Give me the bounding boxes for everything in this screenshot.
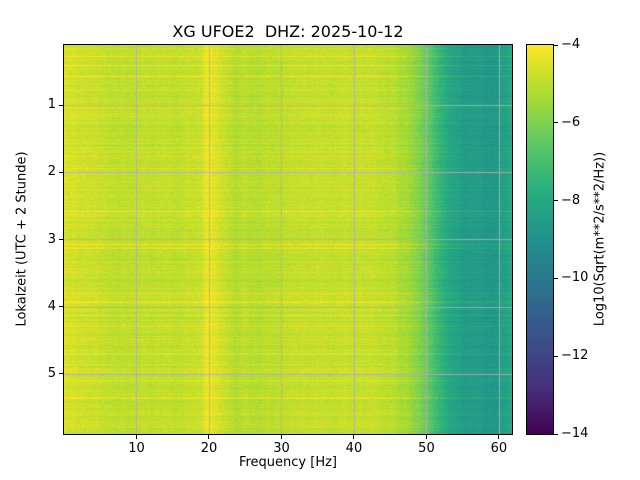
x-tick-mark xyxy=(280,435,282,439)
colorbar xyxy=(526,44,554,435)
colorbar-tick-mark xyxy=(554,122,558,124)
y-tick-label: 2 xyxy=(47,164,56,180)
y-tick-label: 3 xyxy=(47,231,56,247)
x-tick-mark xyxy=(208,435,210,439)
x-tick-label: 50 xyxy=(418,441,435,456)
x-tick-label: 60 xyxy=(490,441,508,456)
x-tick-mark xyxy=(135,435,137,439)
x-tick-label: 40 xyxy=(345,441,363,456)
plot-area xyxy=(63,44,513,435)
colorbar-tick-label: −6 xyxy=(561,114,581,130)
colorbar-tick-mark xyxy=(554,355,558,357)
colorbar-tick-mark xyxy=(554,44,558,46)
x-tick-label: 20 xyxy=(200,441,218,456)
x-tick-label: 30 xyxy=(273,441,290,456)
x-axis-label: Frequency [Hz] xyxy=(238,455,338,470)
colorbar-tick-label: −8 xyxy=(561,192,581,208)
y-axis-label: Lokalzeit (UTC + 2 Stunde) xyxy=(14,151,30,327)
y-tick-label: 1 xyxy=(47,97,56,113)
spectrogram-canvas xyxy=(64,45,512,434)
colorbar-label: Log10(Sqrt(m**2/s**2/Hz)) xyxy=(592,151,608,327)
colorbar-tick-label: −14 xyxy=(561,426,589,441)
x-tick-mark xyxy=(498,435,500,439)
x-tick-mark xyxy=(425,435,427,439)
colorbar-tick-mark xyxy=(554,277,558,279)
colorbar-tick-label: −12 xyxy=(561,348,589,364)
chart-title: XG UFOE2 DHZ: 2025-10-12 xyxy=(172,22,404,41)
colorbar-tick-mark xyxy=(554,200,558,202)
y-tick-label: 4 xyxy=(47,298,56,314)
colorbar-tick-mark xyxy=(554,433,558,435)
colorbar-tick-label: −10 xyxy=(561,270,589,286)
colorbar-gradient xyxy=(527,45,553,434)
x-tick-mark xyxy=(353,435,355,439)
y-tick-label: 5 xyxy=(47,365,56,381)
colorbar-tick-label: −4 xyxy=(561,37,581,52)
x-tick-label: 10 xyxy=(128,441,145,456)
